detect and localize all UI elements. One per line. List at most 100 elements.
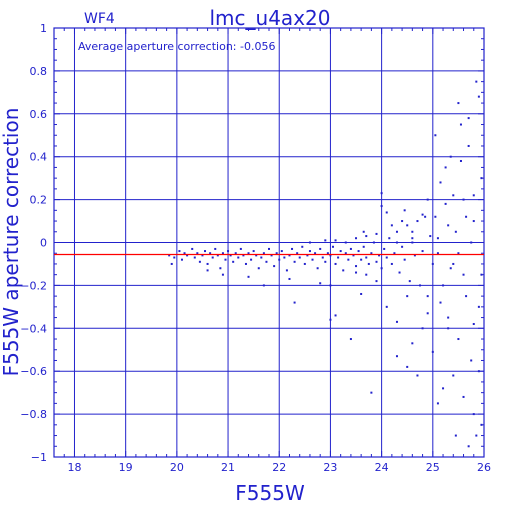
data-point xyxy=(462,273,465,276)
data-point xyxy=(296,252,299,255)
data-point xyxy=(421,327,424,330)
data-point xyxy=(475,434,478,437)
data-point xyxy=(362,245,365,248)
data-point xyxy=(401,245,404,248)
data-point xyxy=(457,252,460,255)
data-point xyxy=(395,241,398,244)
data-point xyxy=(393,252,396,255)
data-point xyxy=(339,250,342,253)
x-axis-label: F555W xyxy=(235,481,305,505)
data-point xyxy=(419,284,422,287)
data-point xyxy=(385,305,388,308)
data-point xyxy=(406,365,409,368)
data-point xyxy=(170,262,173,265)
data-point xyxy=(204,250,207,253)
y-tick-label: 1 xyxy=(40,22,47,35)
data-point xyxy=(447,327,450,330)
y-tick-label: −0.4 xyxy=(20,322,47,335)
data-point xyxy=(211,256,214,259)
data-point xyxy=(457,338,460,341)
x-tick-label: 26 xyxy=(477,461,491,474)
data-point xyxy=(447,224,450,227)
data-point xyxy=(329,254,332,257)
data-point xyxy=(270,254,273,257)
data-point xyxy=(331,245,334,248)
data-point xyxy=(173,256,176,259)
data-point xyxy=(285,269,288,272)
data-point xyxy=(462,198,465,201)
data-point xyxy=(431,262,434,265)
data-point xyxy=(421,250,424,253)
data-point xyxy=(229,254,232,257)
data-points xyxy=(168,80,483,448)
data-point xyxy=(470,241,473,244)
data-point xyxy=(360,258,363,261)
chart-title: lmc_u4ax20 xyxy=(210,6,331,30)
data-point xyxy=(329,284,332,287)
data-point xyxy=(442,387,445,390)
data-point xyxy=(178,250,181,253)
data-point xyxy=(237,256,240,259)
data-point xyxy=(355,271,358,274)
data-point xyxy=(308,241,311,244)
data-point xyxy=(370,391,373,394)
data-point xyxy=(439,301,442,304)
y-tick-label: −0.6 xyxy=(20,365,47,378)
data-point xyxy=(334,239,337,242)
data-point xyxy=(480,273,483,276)
data-point xyxy=(319,282,322,285)
data-point xyxy=(324,239,327,242)
data-point xyxy=(344,252,347,255)
data-point xyxy=(306,254,309,257)
data-point xyxy=(355,265,358,268)
data-point xyxy=(403,258,406,261)
data-point xyxy=(201,254,204,257)
data-point xyxy=(206,269,209,272)
data-point xyxy=(424,215,427,218)
data-point xyxy=(431,350,434,353)
data-point xyxy=(467,445,470,448)
data-point xyxy=(380,192,383,195)
data-point xyxy=(344,241,347,244)
data-point xyxy=(298,256,301,259)
data-point xyxy=(206,262,209,265)
data-point xyxy=(444,166,447,169)
data-point xyxy=(434,134,437,137)
data-point xyxy=(198,260,201,263)
x-tick-label: 25 xyxy=(426,461,440,474)
data-point xyxy=(262,284,265,287)
data-point xyxy=(365,256,368,259)
data-point xyxy=(191,247,194,250)
data-point xyxy=(447,316,450,319)
data-point xyxy=(375,280,378,283)
data-point xyxy=(244,262,247,265)
data-point xyxy=(224,258,227,261)
data-point xyxy=(265,260,268,263)
data-point xyxy=(260,256,263,259)
x-tick-label: 23 xyxy=(323,461,337,474)
data-point xyxy=(375,232,378,235)
data-point xyxy=(475,80,478,83)
data-point xyxy=(436,402,439,405)
data-point xyxy=(411,241,414,244)
x-tick-label: 20 xyxy=(170,461,184,474)
data-point xyxy=(480,177,483,180)
data-point xyxy=(454,230,457,233)
chip-label: WF4 xyxy=(84,11,115,27)
data-point xyxy=(347,258,350,261)
data-point xyxy=(480,423,483,426)
data-point xyxy=(355,237,358,240)
data-point xyxy=(401,220,404,223)
data-point xyxy=(388,237,391,240)
data-point xyxy=(454,434,457,437)
x-tick-label: 19 xyxy=(119,461,133,474)
data-point xyxy=(439,181,442,184)
data-point xyxy=(283,256,286,259)
data-point xyxy=(349,247,352,250)
data-point xyxy=(459,123,462,126)
data-point xyxy=(395,320,398,323)
data-point xyxy=(472,413,475,416)
x-tick-label: 22 xyxy=(272,461,286,474)
data-point xyxy=(342,269,345,272)
data-point xyxy=(395,355,398,358)
